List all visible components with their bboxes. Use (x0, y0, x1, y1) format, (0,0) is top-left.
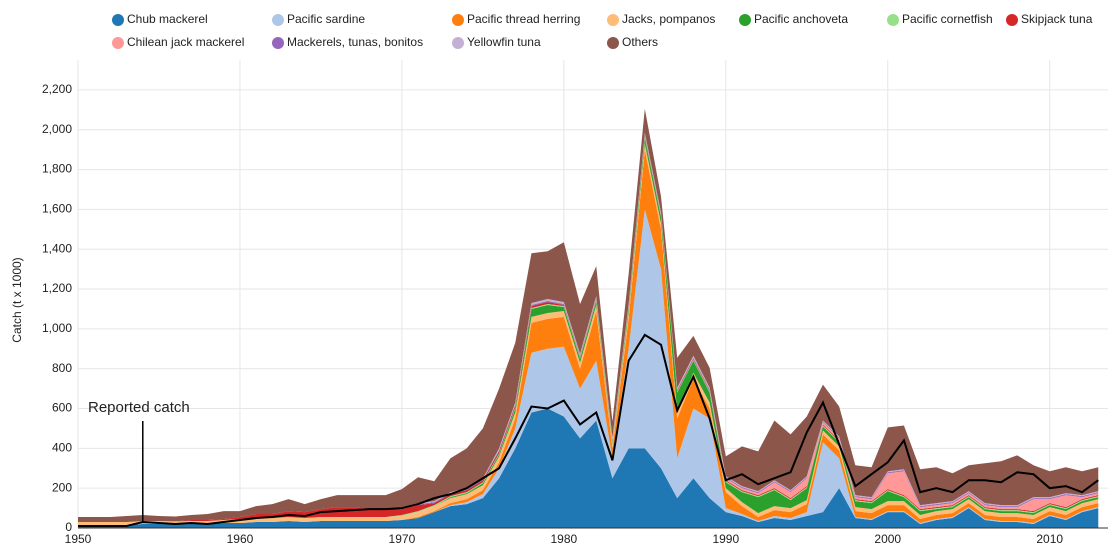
legend-label: Chilean jack mackerel (127, 35, 244, 49)
legend-swatch (887, 14, 899, 26)
x-tick-label: 1990 (712, 532, 739, 546)
x-tick-label: 1950 (65, 532, 92, 546)
legend-label: Skipjack tuna (1021, 12, 1093, 26)
reported-catch-line (78, 333, 1099, 528)
legend-label: Yellowfin tuna (467, 35, 541, 49)
y-tick-label: 2,000 (42, 122, 72, 136)
y-tick-label: 1,200 (42, 281, 72, 295)
y-tick-label: 1,000 (42, 321, 72, 335)
y-tick-label: 200 (52, 480, 72, 494)
y-tick-label: 400 (52, 441, 72, 455)
legend-swatch (607, 14, 619, 26)
area (78, 143, 1099, 526)
x-tick-label: 2010 (1036, 532, 1063, 546)
legend-label: Pacific anchoveta (754, 12, 848, 26)
y-tick-label: 1,600 (42, 202, 72, 216)
legend-swatch (112, 14, 124, 26)
y-tick-label: 800 (52, 361, 72, 375)
y-tick-label: 0 (65, 520, 72, 534)
y-tick-label: 1,800 (42, 162, 72, 176)
y-tick-label: 2,200 (42, 82, 72, 96)
legend-label: Others (622, 35, 658, 49)
legend-swatch (452, 14, 464, 26)
legend-swatch (452, 37, 464, 49)
legend-label: Pacific cornetfish (902, 12, 993, 26)
legend-swatch (739, 14, 751, 26)
legend-swatch (607, 37, 619, 49)
x-tick-label: 1980 (550, 532, 577, 546)
legend-swatch (112, 37, 124, 49)
area (78, 408, 1099, 528)
y-tick-label: 600 (52, 401, 72, 415)
annotation: Reported catch (88, 399, 190, 416)
x-tick-label: 1960 (227, 532, 254, 546)
legend-swatch (272, 14, 284, 26)
legend-swatch (272, 37, 284, 49)
x-tick-label: 2000 (874, 532, 901, 546)
legend-label: Chub mackerel (127, 12, 208, 26)
area (78, 135, 1099, 523)
y-axis-label: Catch (t x 1000) (10, 257, 24, 342)
x-tick-label: 1970 (389, 532, 416, 546)
area (78, 108, 1099, 523)
area (78, 136, 1099, 523)
y-tick-label: 1,400 (42, 241, 72, 255)
legend-label: Jacks, pompanos (622, 12, 715, 26)
legend-label: Pacific thread herring (467, 12, 580, 26)
legend-swatch (1006, 14, 1018, 26)
legend-label: Mackerels, tunas, bonitos (287, 35, 423, 49)
legend-label: Pacific sardine (287, 12, 365, 26)
